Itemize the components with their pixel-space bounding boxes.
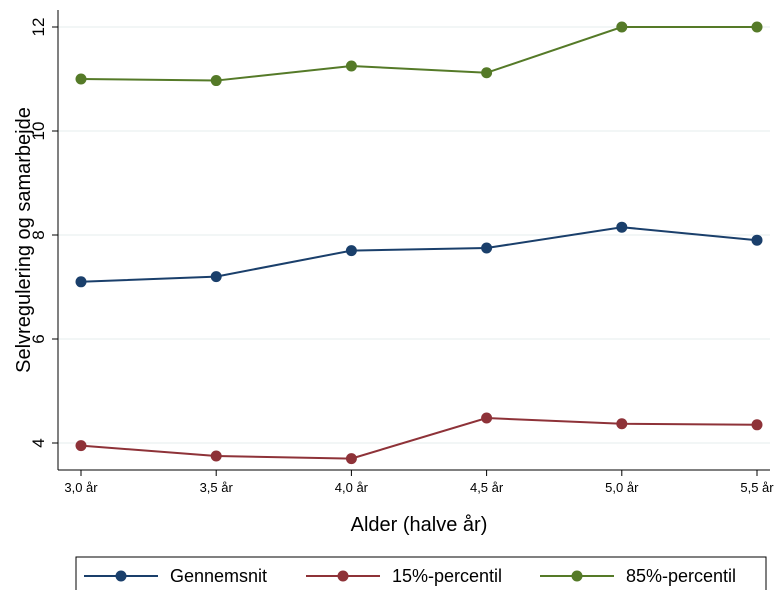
y-tick-label: 8 — [29, 230, 48, 239]
data-point — [210, 450, 222, 462]
legend-marker — [337, 570, 349, 582]
legend-item: Gennemsnit — [84, 566, 267, 586]
data-point — [751, 419, 763, 431]
legend-item: 15%-percentil — [306, 566, 502, 586]
data-point — [481, 412, 493, 424]
x-tick-label: 3,0 år — [64, 480, 98, 495]
plot-area — [58, 10, 770, 470]
legend-item: 85%-percentil — [540, 566, 736, 586]
data-point — [75, 73, 87, 85]
legend-marker — [115, 570, 127, 582]
grid-lines — [58, 10, 770, 470]
data-point — [75, 276, 87, 288]
axes — [52, 10, 770, 476]
data-point — [210, 271, 222, 283]
data-point — [751, 234, 763, 246]
legend-label: Gennemsnit — [170, 566, 267, 586]
data-point — [481, 242, 493, 254]
y-tick-label: 10 — [29, 122, 48, 141]
y-tick-label: 4 — [29, 438, 48, 447]
series-line — [80, 226, 758, 283]
legend: Gennemsnit 15%-percentil 85%-percentil — [75, 556, 767, 590]
data-point — [481, 67, 493, 79]
x-tick-label: 4,0 år — [335, 480, 369, 495]
data-point — [345, 60, 357, 72]
series-Gennemsnit — [75, 221, 763, 288]
y-tick-labels: 4 6 8 10 12 — [29, 18, 48, 448]
x-tick-label: 4,5 år — [470, 480, 504, 495]
data-point — [75, 440, 87, 452]
x-tick-label: 5,0 år — [605, 480, 639, 495]
x-tick-label: 3,5 år — [200, 480, 234, 495]
x-tick-labels: 3,0 år 3,5 år 4,0 år 4,5 år 5,0 år 5,5 år — [64, 480, 774, 495]
legend-label: 85%-percentil — [626, 566, 736, 586]
data-point — [210, 75, 222, 87]
series-85%-percentil — [75, 21, 763, 87]
data-point — [345, 453, 357, 465]
series-line — [80, 417, 758, 460]
legend-marker — [571, 570, 583, 582]
data-point — [616, 418, 628, 430]
x-tick-label: 5,5 år — [740, 480, 774, 495]
y-tick-label: 6 — [29, 334, 48, 343]
data-point — [751, 21, 763, 33]
x-axis-title: Alder (halve år) — [351, 514, 488, 536]
y-tick-label: 12 — [29, 18, 48, 37]
legend-label: 15%-percentil — [392, 566, 502, 586]
data-point — [616, 221, 628, 233]
y-axis-title: Selvregulering og samarbejde — [13, 107, 35, 373]
series-15%-percentil — [75, 412, 763, 465]
data-point — [345, 245, 357, 257]
legend-frame — [75, 556, 767, 590]
data-point — [616, 21, 628, 33]
data-series — [75, 21, 763, 465]
series-line — [80, 26, 757, 82]
